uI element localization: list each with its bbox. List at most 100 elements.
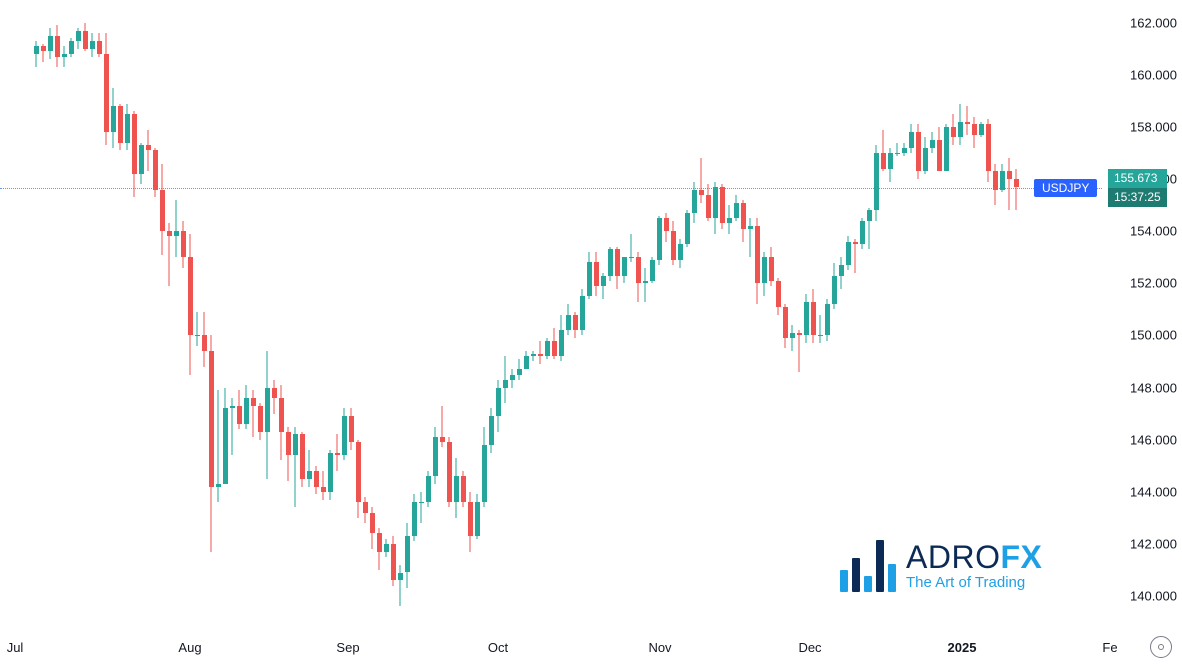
candle: [272, 380, 277, 414]
last-price-line: [0, 188, 1102, 189]
candle: [615, 247, 620, 289]
x-axis-tick: 2025: [948, 640, 977, 655]
candle: [657, 216, 662, 265]
candle: [776, 278, 781, 314]
candle: [356, 440, 361, 518]
chart-settings-button[interactable]: [1150, 636, 1172, 658]
candle: [202, 312, 207, 367]
candle: [587, 252, 592, 299]
y-axis-tick: 152.000: [1130, 276, 1177, 291]
candle: [41, 44, 46, 62]
candle: [832, 263, 837, 310]
candle: [391, 536, 396, 585]
y-axis-tick: 146.000: [1130, 432, 1177, 447]
candle: [377, 528, 382, 570]
candle: [720, 184, 725, 228]
candle: [286, 427, 291, 482]
candle: [1007, 158, 1012, 210]
candle: [398, 565, 403, 607]
y-axis-tick: 158.000: [1130, 120, 1177, 135]
candle: [867, 208, 872, 250]
candle: [475, 494, 480, 538]
candle: [846, 236, 851, 270]
candle: [650, 257, 655, 283]
candle: [433, 427, 438, 484]
x-axis-tick: Jul: [7, 640, 24, 655]
candle: [566, 304, 571, 335]
candle: [608, 247, 613, 281]
candle: [853, 239, 858, 273]
candle: [790, 325, 795, 351]
symbol-tag[interactable]: USDJPY: [1034, 179, 1097, 197]
candle: [125, 104, 130, 151]
x-axis-tick: Oct: [488, 640, 508, 655]
candle: [349, 408, 354, 450]
candle: [195, 312, 200, 346]
candle: [671, 221, 676, 265]
candle: [104, 33, 109, 145]
candle: [111, 88, 116, 148]
candle: [363, 497, 368, 523]
candle: [440, 406, 445, 448]
candle: [965, 106, 970, 135]
candlestick-chart[interactable]: 140.000142.000144.000146.000148.000150.0…: [0, 0, 1182, 664]
candle: [384, 539, 389, 557]
candle: [706, 184, 711, 220]
candle: [762, 252, 767, 296]
candle: [580, 289, 585, 336]
candle: [678, 239, 683, 268]
candle: [860, 218, 865, 249]
candle: [937, 127, 942, 171]
candle: [944, 124, 949, 171]
price-tag: 155.67315:37:25: [1108, 169, 1167, 207]
candle: [314, 466, 319, 495]
candle: [636, 252, 641, 301]
candle: [62, 46, 67, 67]
candle: [153, 148, 158, 197]
candle: [503, 356, 508, 403]
candle: [76, 28, 81, 49]
countdown-value: 15:37:25: [1108, 188, 1167, 207]
candle: [573, 312, 578, 338]
candle: [797, 330, 802, 372]
candle: [552, 328, 557, 359]
candle: [447, 437, 452, 507]
candle: [559, 315, 564, 362]
candle: [405, 523, 410, 588]
candle: [839, 257, 844, 288]
candle: [517, 359, 522, 380]
candle: [594, 252, 599, 296]
candle: [601, 273, 606, 299]
candle: [468, 492, 473, 552]
candle: [300, 432, 305, 487]
candle: [370, 507, 375, 549]
candle: [307, 450, 312, 486]
candle: [734, 195, 739, 221]
candle: [489, 408, 494, 452]
y-axis-tick: 154.000: [1130, 224, 1177, 239]
candle: [881, 130, 886, 172]
candle: [685, 210, 690, 246]
x-axis-tick: Nov: [648, 640, 671, 655]
candle: [538, 341, 543, 364]
candle: [902, 143, 907, 156]
candle: [622, 257, 627, 283]
candle: [748, 218, 753, 257]
candle: [874, 145, 879, 221]
candle: [895, 143, 900, 156]
candle: [461, 471, 466, 507]
candle: [783, 304, 788, 348]
watermark-logo: ADROFXThe Art of Trading: [840, 540, 1042, 592]
candle: [209, 335, 214, 551]
candle: [930, 132, 935, 153]
candle: [916, 124, 921, 179]
candle: [139, 143, 144, 185]
candle: [958, 104, 963, 146]
candle: [664, 213, 669, 242]
y-axis-tick: 144.000: [1130, 484, 1177, 499]
x-axis-tick: Aug: [178, 640, 201, 655]
candle: [174, 200, 179, 257]
x-axis-tick: Fe: [1102, 640, 1117, 655]
candle: [223, 388, 228, 484]
candle: [167, 223, 172, 286]
